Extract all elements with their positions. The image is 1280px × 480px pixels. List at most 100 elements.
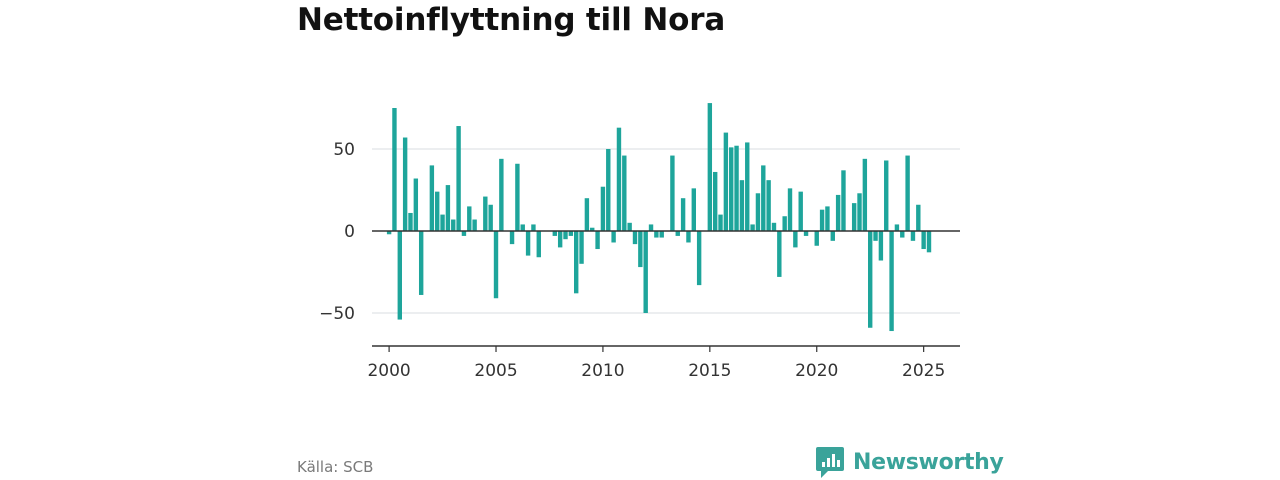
chart-title: Nettoinflyttning till Nora <box>297 2 726 38</box>
bar <box>750 224 755 231</box>
x-tick-label: 2000 <box>367 361 410 381</box>
bar <box>900 231 905 238</box>
bar <box>729 147 734 231</box>
bar <box>515 163 520 231</box>
bar <box>654 231 659 238</box>
bar <box>755 193 761 231</box>
x-tick-label: 2010 <box>581 361 624 381</box>
y-gridlines <box>372 148 960 314</box>
bar <box>696 231 702 286</box>
bar <box>819 209 825 231</box>
bar <box>627 222 632 231</box>
x-tick-label: 2025 <box>902 361 945 381</box>
bar <box>397 231 402 320</box>
bar <box>402 137 408 231</box>
bar <box>841 170 846 231</box>
bar <box>418 231 424 295</box>
bar <box>680 198 686 231</box>
bar <box>451 219 456 231</box>
bar <box>916 204 921 231</box>
bar <box>574 231 579 294</box>
bar <box>825 206 830 231</box>
bar <box>793 231 798 248</box>
x-tick-label: 2015 <box>688 361 731 381</box>
bar-chart: 50 0 −50 2000 2005 2010 2015 2020 2025 <box>319 103 960 381</box>
bar <box>718 214 723 231</box>
bar <box>889 231 894 332</box>
bar <box>408 212 413 231</box>
bar <box>488 204 493 231</box>
bar <box>857 193 862 231</box>
bar <box>461 231 467 236</box>
bar <box>777 231 782 277</box>
bar <box>894 224 900 231</box>
bar <box>659 231 664 238</box>
bar <box>568 231 574 236</box>
bar <box>509 231 515 245</box>
bar <box>691 188 696 231</box>
bar <box>483 196 488 231</box>
bar <box>648 224 654 231</box>
bar <box>456 126 461 231</box>
bar <box>606 149 611 231</box>
bar <box>616 127 622 231</box>
bars <box>386 103 932 332</box>
bar <box>386 231 392 235</box>
bar <box>595 231 600 250</box>
source-note: Källa: SCB <box>297 458 374 476</box>
bar <box>590 227 595 231</box>
bar <box>552 231 558 236</box>
bar <box>611 231 616 243</box>
bar <box>884 160 889 231</box>
bar <box>600 186 606 231</box>
y-tick-label: 50 <box>333 140 355 160</box>
bar <box>814 231 819 246</box>
bar <box>782 216 787 231</box>
bar <box>787 188 793 231</box>
bar <box>761 165 766 231</box>
bar <box>771 222 777 231</box>
bar <box>878 231 884 261</box>
x-axis: 2000 2005 2010 2015 2020 2025 <box>367 345 960 381</box>
bar <box>739 180 745 231</box>
bar <box>798 191 803 231</box>
bar <box>830 231 835 241</box>
bar <box>851 203 857 231</box>
bar <box>803 231 809 236</box>
bar <box>440 214 445 231</box>
bar <box>675 231 680 236</box>
y-tick-label: −50 <box>319 304 355 324</box>
bar <box>584 198 590 231</box>
bar <box>686 231 691 243</box>
bar <box>868 231 873 328</box>
bar <box>536 231 541 258</box>
bar <box>745 142 750 231</box>
bar <box>910 231 916 241</box>
bar <box>638 231 643 268</box>
bar <box>905 155 910 231</box>
bar <box>445 185 451 231</box>
bar <box>734 145 739 231</box>
bar <box>723 132 729 231</box>
bar <box>579 231 584 264</box>
bar <box>862 158 868 231</box>
y-axis-ticks: 50 0 −50 <box>319 140 355 324</box>
bar <box>873 231 878 241</box>
bar <box>707 103 713 231</box>
bar <box>926 231 932 253</box>
bar <box>413 178 419 231</box>
x-tick-label: 2005 <box>474 361 517 381</box>
newsworthy-logo-icon <box>816 447 844 478</box>
bar <box>392 108 397 231</box>
bar <box>670 155 675 231</box>
bar <box>435 191 440 231</box>
bar <box>472 219 477 231</box>
brand-name: Newsworthy <box>853 449 1004 475</box>
bar <box>835 194 841 231</box>
bar <box>643 231 648 313</box>
bar <box>921 231 926 250</box>
bar <box>766 180 771 231</box>
bar <box>622 155 627 231</box>
x-tick-label: 2020 <box>795 361 838 381</box>
bar <box>525 231 531 256</box>
